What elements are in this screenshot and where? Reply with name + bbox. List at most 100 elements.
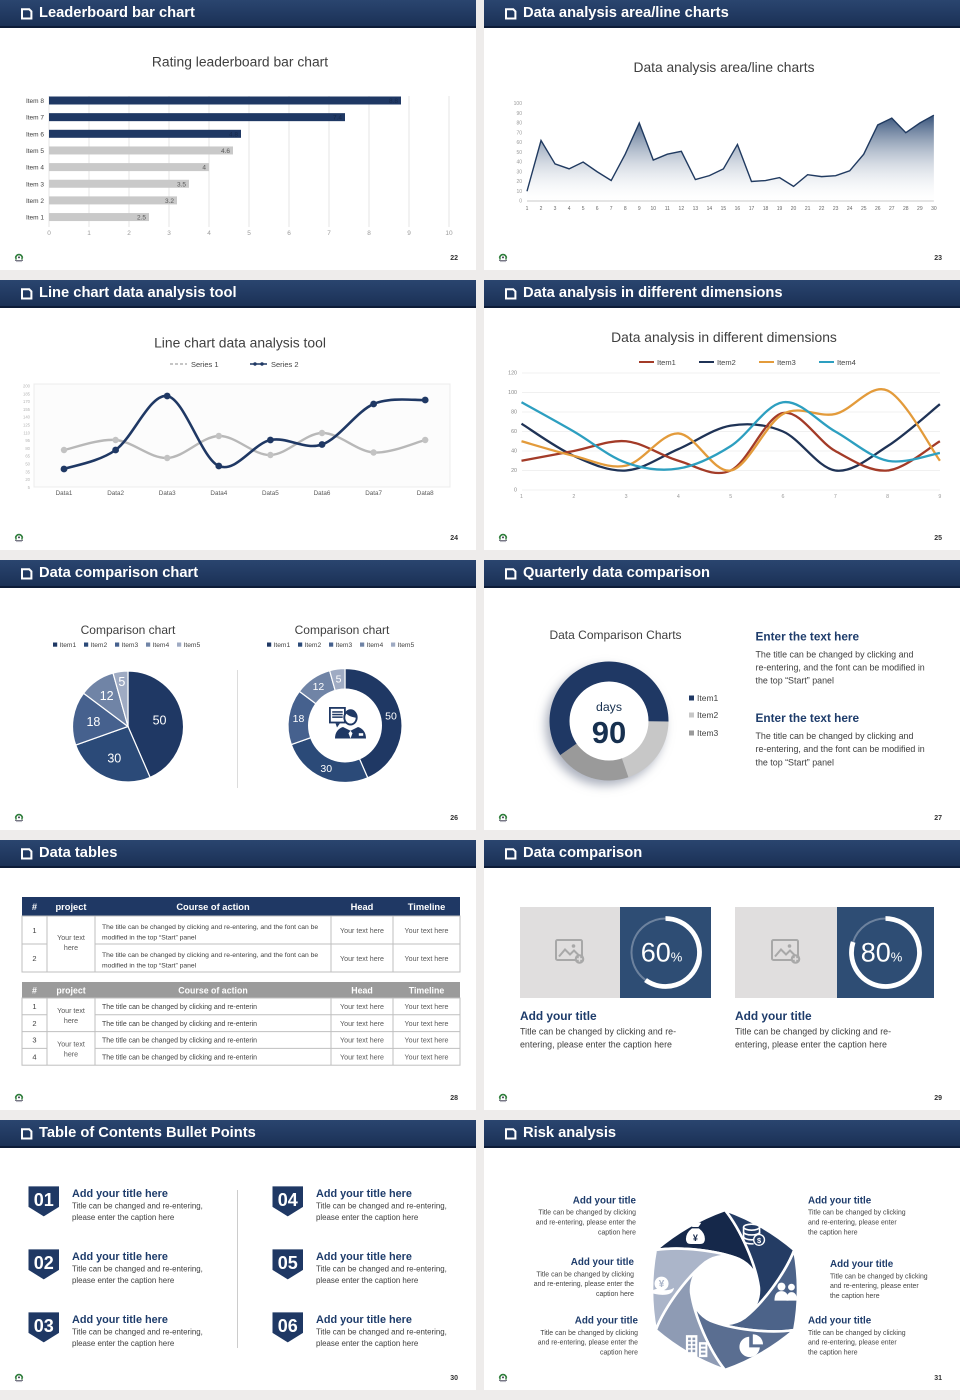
svg-text:entering, please enter the cap: entering, please enter the caption here xyxy=(520,1040,672,1050)
svg-text:and re-entering, please enter: and re-entering, please enter the xyxy=(536,1220,636,1227)
svg-text:12: 12 xyxy=(679,206,685,212)
svg-text:50: 50 xyxy=(25,462,30,467)
svg-text:Rating leaderboard bar chart: Rating leaderboard bar chart xyxy=(152,54,328,70)
svg-text:Item 8: Item 8 xyxy=(26,98,44,105)
svg-text:Title can be changed by clicki: Title can be changed by clicking xyxy=(540,1330,638,1337)
svg-text:and re-entering, please enter: and re-entering, please enter xyxy=(830,1283,919,1290)
svg-text:4: 4 xyxy=(568,206,571,212)
svg-text:Comparison chart: Comparison chart xyxy=(81,623,176,637)
svg-text:3: 3 xyxy=(625,494,628,500)
svg-text:7.4: 7.4 xyxy=(333,115,342,122)
svg-text:5: 5 xyxy=(28,485,31,490)
svg-text:140: 140 xyxy=(23,415,31,420)
svg-text:The title can be changed by cl: The title can be changed by clicking and… xyxy=(102,1021,257,1028)
svg-text:4: 4 xyxy=(677,494,680,500)
svg-text:Enter the text here: Enter the text here xyxy=(756,629,860,643)
svg-text:Item2: Item2 xyxy=(305,642,322,649)
svg-text:The title can be changed by cl: The title can be changed by clicking and xyxy=(756,731,914,741)
svg-text:Title can be changed and re-en: Title can be changed and re-entering, xyxy=(72,1328,203,1337)
svg-text:the top “Start” panel: the top “Start” panel xyxy=(756,757,834,767)
svg-text:12: 12 xyxy=(100,689,114,703)
svg-text:0: 0 xyxy=(514,488,517,494)
svg-text:Your text here: Your text here xyxy=(405,955,449,963)
svg-text:3.2: 3.2 xyxy=(165,198,174,205)
svg-text:17: 17 xyxy=(749,206,755,212)
svg-text:4: 4 xyxy=(202,165,206,172)
svg-text:Title can be changed by clicki: Title can be changed by clicking and re- xyxy=(735,1026,891,1036)
svg-text:25: 25 xyxy=(861,206,867,212)
svg-text:and re-entering, please enter: and re-entering, please enter the xyxy=(538,1340,638,1347)
svg-text:Series 2: Series 2 xyxy=(271,360,299,369)
svg-text:Add your title here: Add your title here xyxy=(316,1188,412,1200)
svg-text:7: 7 xyxy=(610,206,613,212)
svg-text:20: 20 xyxy=(511,468,517,474)
svg-text:90: 90 xyxy=(592,715,626,750)
svg-text:10: 10 xyxy=(650,206,656,212)
svg-text:Item2: Item2 xyxy=(91,642,108,649)
svg-text:80: 80 xyxy=(511,410,517,416)
svg-text:caption here: caption here xyxy=(600,1349,638,1356)
svg-text:Series 1: Series 1 xyxy=(191,360,219,369)
svg-text:3: 3 xyxy=(32,1036,36,1045)
svg-text:Timeline: Timeline xyxy=(409,986,445,996)
svg-text:5: 5 xyxy=(729,494,732,500)
svg-text:Your text here: Your text here xyxy=(340,1037,384,1045)
svg-text:here: here xyxy=(64,944,78,952)
svg-text:¥: ¥ xyxy=(693,1233,698,1243)
svg-text:0: 0 xyxy=(519,199,522,205)
svg-text:$: $ xyxy=(757,1236,762,1245)
svg-text:40: 40 xyxy=(516,160,522,166)
svg-text:3: 3 xyxy=(167,230,171,237)
svg-text:30: 30 xyxy=(107,752,121,766)
svg-text:8.8: 8.8 xyxy=(389,98,398,105)
svg-text:Your text here: Your text here xyxy=(405,1020,449,1028)
svg-text:caption here: caption here xyxy=(596,1291,634,1298)
svg-text:04: 04 xyxy=(278,1190,298,1210)
svg-text:2: 2 xyxy=(127,230,131,237)
svg-text:Data8: Data8 xyxy=(417,490,434,497)
svg-text:7: 7 xyxy=(327,230,331,237)
svg-text:5: 5 xyxy=(582,206,585,212)
svg-text:Add your title: Add your title xyxy=(830,1259,894,1270)
svg-text:35: 35 xyxy=(25,469,30,474)
svg-text:5: 5 xyxy=(118,675,125,689)
svg-text:8: 8 xyxy=(886,494,889,500)
svg-text:0: 0 xyxy=(47,230,51,237)
svg-text:18: 18 xyxy=(293,713,305,725)
svg-text:Title can be changed by clicki: Title can be changed by clicking xyxy=(830,1273,928,1280)
svg-text:7: 7 xyxy=(834,494,837,500)
svg-text:9: 9 xyxy=(638,206,641,212)
svg-text:170: 170 xyxy=(23,399,31,404)
svg-text:the caption here: the caption here xyxy=(830,1293,880,1300)
svg-text:28: 28 xyxy=(903,206,909,212)
svg-text:re-entering, and the font can: re-entering, and the font can be modifie… xyxy=(756,744,925,754)
svg-text:Title can be changed by clicki: Title can be changed by clicking xyxy=(536,1271,634,1278)
svg-text:¥: ¥ xyxy=(659,1279,665,1290)
svg-text:05: 05 xyxy=(278,1253,298,1273)
svg-text:Your text here: Your text here xyxy=(405,1053,449,1061)
svg-text:1: 1 xyxy=(32,1002,36,1011)
svg-text:The title can be changed by cl: The title can be changed by clicking and xyxy=(756,650,914,660)
svg-text:95: 95 xyxy=(25,438,30,443)
svg-text:Item3: Item3 xyxy=(697,728,719,738)
svg-text:Item 2: Item 2 xyxy=(26,198,44,205)
svg-text:9: 9 xyxy=(938,494,941,500)
svg-text:The title can be changed by cl: The title can be changed by clicking and… xyxy=(102,1054,257,1061)
svg-text:120: 120 xyxy=(508,371,517,377)
svg-text:Title can be changed by clicki: Title can be changed by clicking xyxy=(808,1210,906,1217)
svg-text:4: 4 xyxy=(32,1052,36,1061)
svg-text:Title can be changed and re-en: Title can be changed and re-entering, xyxy=(72,1202,203,1211)
svg-text:12: 12 xyxy=(313,681,325,693)
svg-text:Add your title: Add your title xyxy=(735,1009,812,1023)
svg-text:65: 65 xyxy=(25,454,30,459)
svg-text:project: project xyxy=(56,986,85,996)
svg-text:01: 01 xyxy=(34,1190,54,1210)
svg-text:please enter the caption here: please enter the caption here xyxy=(316,1213,419,1222)
svg-text:155: 155 xyxy=(23,407,31,412)
svg-text:100: 100 xyxy=(508,390,517,396)
svg-text:Title can be changed and re-en: Title can be changed and re-entering, xyxy=(316,1265,447,1274)
svg-text:Item5: Item5 xyxy=(398,642,415,649)
svg-text:Line chart data analysis tool: Line chart data analysis tool xyxy=(154,335,326,351)
svg-text:please enter the caption here: please enter the caption here xyxy=(72,1213,175,1222)
svg-text:Add your title here: Add your title here xyxy=(316,1251,412,1263)
